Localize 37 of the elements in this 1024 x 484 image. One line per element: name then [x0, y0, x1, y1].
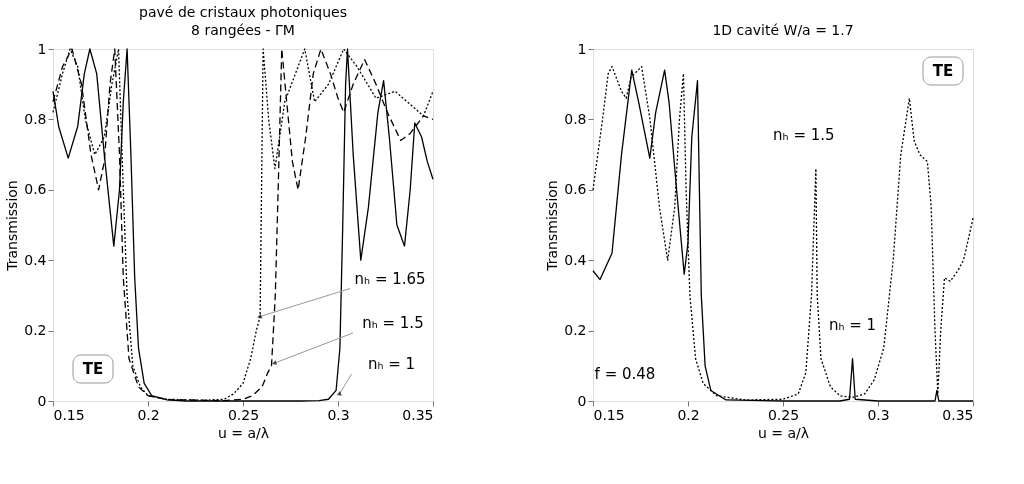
- x-tick-label: 0.15: [53, 406, 85, 423]
- y-tick-label: 0: [577, 392, 587, 409]
- x-tick-label: 0.2: [677, 406, 700, 423]
- x-tick-label: 0.35: [942, 406, 974, 423]
- x-tick-label: 0.25: [767, 406, 800, 423]
- annotation: TE: [932, 62, 954, 80]
- y-tick-label: 0.8: [564, 110, 587, 127]
- chart-subtitle: 8 rangées - ΓM: [191, 22, 295, 38]
- annotation: nₕ = 1: [828, 315, 877, 334]
- x-tick-label: 0.15: [593, 406, 625, 423]
- annotation: TE: [82, 360, 104, 378]
- x-tick-label: 0.3: [867, 406, 890, 423]
- y-tick-label: 0.4: [564, 251, 587, 268]
- chart-title: 1D cavité W/a = 1.7: [712, 22, 854, 38]
- x-axis-title: u = a/λ: [757, 424, 810, 441]
- chart-title: pavé de cristaux photoniques: [139, 4, 347, 20]
- y-tick-label: 0: [37, 392, 47, 409]
- x-tick-label: 0.2: [137, 406, 160, 423]
- y-tick-label: 0.4: [24, 251, 47, 268]
- annotation: nₕ = 1.65: [354, 269, 426, 288]
- y-tick-label: 0.8: [24, 110, 47, 127]
- y-tick-label: 0.2: [24, 322, 47, 339]
- annotation: nₕ = 1.5: [362, 313, 424, 332]
- y-tick-label: 0.6: [564, 181, 587, 198]
- annotation: f = 0.48: [594, 365, 656, 383]
- y-tick-label: 0.6: [24, 181, 47, 198]
- annotation: nₕ = 1.5: [773, 125, 835, 144]
- x-tick-label: 0.3: [327, 406, 350, 423]
- x-axis-title: u = a/λ: [217, 424, 270, 441]
- y-tick-label: 0.2: [564, 322, 587, 339]
- y-tick-label: 1: [577, 40, 587, 57]
- x-tick-label: 0.35: [402, 406, 434, 423]
- x-tick-label: 0.25: [227, 406, 260, 423]
- y-axis-title: Transmission: [544, 180, 561, 272]
- y-tick-label: 1: [37, 40, 47, 57]
- annotation: nₕ = 1: [367, 354, 416, 373]
- y-axis-title: Transmission: [4, 180, 21, 272]
